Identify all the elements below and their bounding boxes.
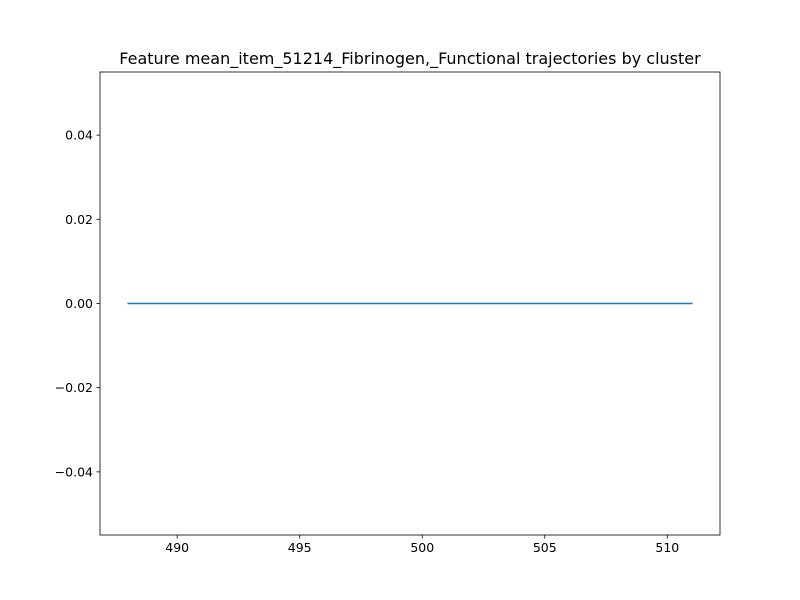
x-tick-label: 490 [165, 540, 189, 555]
y-tick-label: 0.02 [65, 212, 93, 227]
x-tick-label: 510 [655, 540, 679, 555]
y-tick-label: −0.02 [55, 380, 93, 395]
axes: 490 495 500 505 510 −0.04 −0.02 0.00 0.02 0.04 [55, 71, 721, 555]
x-tick-label: 500 [410, 540, 434, 555]
x-tick-label: 505 [533, 540, 557, 555]
y-tick-label: 0.00 [65, 296, 93, 311]
y-tick-label: −0.04 [55, 464, 93, 479]
y-tick-label: 0.04 [65, 128, 93, 143]
x-tick-label: 495 [288, 540, 312, 555]
chart-title: Feature mean_item_51214_Fibrinogen,_Func… [119, 49, 701, 69]
